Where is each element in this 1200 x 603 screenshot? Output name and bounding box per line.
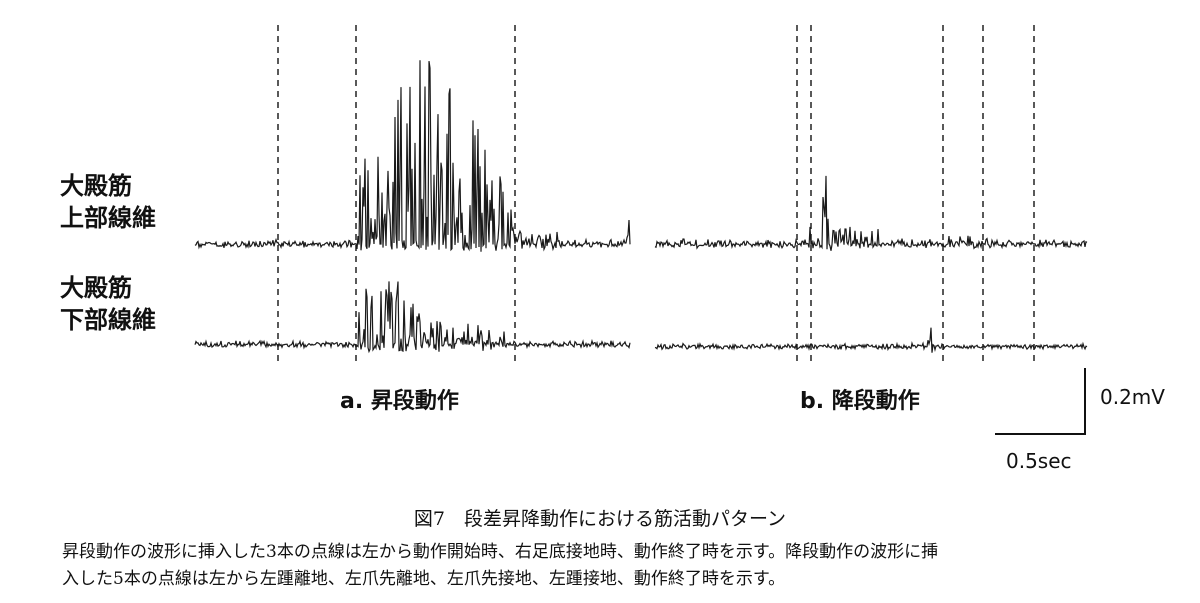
caption-title: 図7 段差昇降動作における筋活動パターン — [414, 508, 786, 530]
panel-label: a. 昇段動作 — [340, 388, 459, 414]
emg-trace — [654, 327, 1088, 353]
row-label: 上部線維 — [60, 204, 156, 232]
row-label: 大殿筋 — [60, 274, 132, 302]
panel-label: b. 降段動作 — [800, 388, 920, 414]
dashed-markers — [277, 25, 1035, 362]
row-label: 下部線維 — [60, 306, 156, 334]
emg-trace — [194, 60, 631, 252]
scale-label: 0.5sec — [1006, 449, 1072, 473]
emg-trace — [654, 175, 1088, 251]
caption-line: 入した5本の点線は左から左踵離地、左爪先離地、左爪先接地、左踵接地、動作終了時を… — [62, 569, 785, 589]
emg-traces — [194, 60, 1088, 354]
scale-bar: 0.2mV 0.5sec — [995, 368, 1165, 473]
row-label: 大殿筋 — [60, 172, 132, 200]
caption-line: 昇段動作の波形に挿入した3本の点線は左から動作開始時、右足底接地時、動作終了時を… — [62, 542, 938, 562]
emg-trace — [194, 281, 631, 354]
scale-label: 0.2mV — [1100, 385, 1165, 409]
